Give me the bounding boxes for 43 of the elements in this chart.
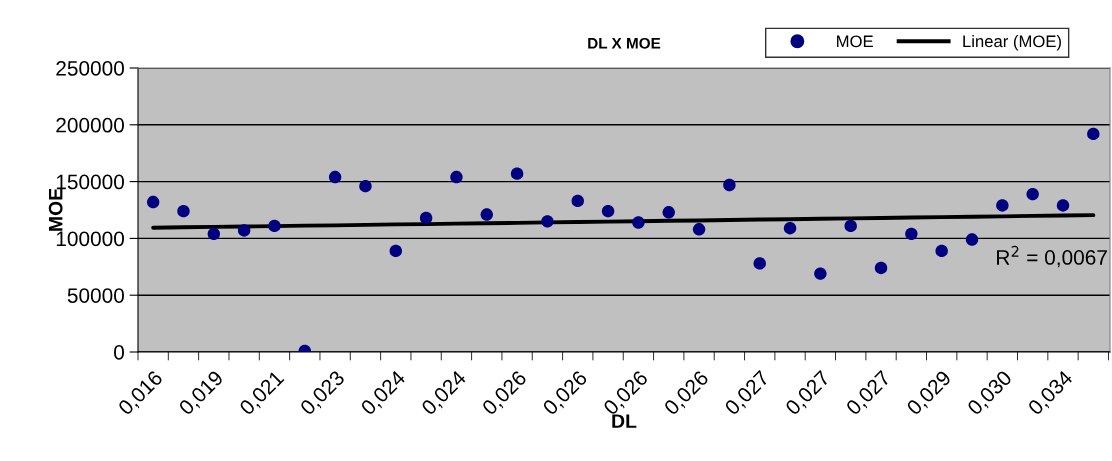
point bbox=[419, 211, 433, 225]
x-axis-title: DL bbox=[612, 414, 637, 428]
annotation: R$^{2}$ = 0,0067 bbox=[997, 245, 1107, 268]
y-axis-title: MOE bbox=[48, 188, 63, 231]
point bbox=[389, 244, 402, 258]
point bbox=[1026, 187, 1039, 201]
point bbox=[450, 170, 463, 184]
point bbox=[814, 267, 827, 280]
point bbox=[1056, 199, 1070, 212]
point bbox=[905, 227, 918, 241]
y-tick-label: 100000 bbox=[56, 231, 124, 247]
point bbox=[237, 224, 251, 237]
legend-label: MOE bbox=[837, 35, 873, 48]
point bbox=[1087, 127, 1100, 141]
point bbox=[541, 215, 554, 228]
point bbox=[146, 195, 160, 209]
y-tick-label: 150000 bbox=[56, 174, 124, 190]
point bbox=[601, 204, 615, 218]
point bbox=[328, 170, 342, 184]
y-tick-label: 0 bbox=[114, 345, 124, 360]
point bbox=[632, 216, 645, 229]
y-tick-label: 50000 bbox=[67, 288, 124, 303]
point bbox=[965, 233, 979, 246]
point bbox=[662, 206, 675, 219]
point bbox=[723, 178, 736, 192]
y-tick-label: 250000 bbox=[56, 61, 124, 76]
point bbox=[692, 223, 706, 236]
point bbox=[844, 219, 857, 233]
legend-label: Linear (MOE) bbox=[963, 35, 1061, 51]
point bbox=[783, 221, 797, 235]
point bbox=[571, 194, 584, 208]
point bbox=[935, 244, 948, 258]
y-tick-label: 200000 bbox=[56, 117, 124, 133]
point bbox=[268, 219, 281, 233]
point bbox=[753, 257, 766, 270]
point bbox=[510, 167, 524, 180]
point bbox=[480, 208, 493, 221]
point bbox=[177, 204, 190, 218]
chart-title: DL X MOE bbox=[588, 37, 661, 49]
point bbox=[874, 261, 888, 275]
point bbox=[996, 199, 1009, 212]
point bbox=[359, 179, 372, 193]
point bbox=[207, 227, 221, 241]
